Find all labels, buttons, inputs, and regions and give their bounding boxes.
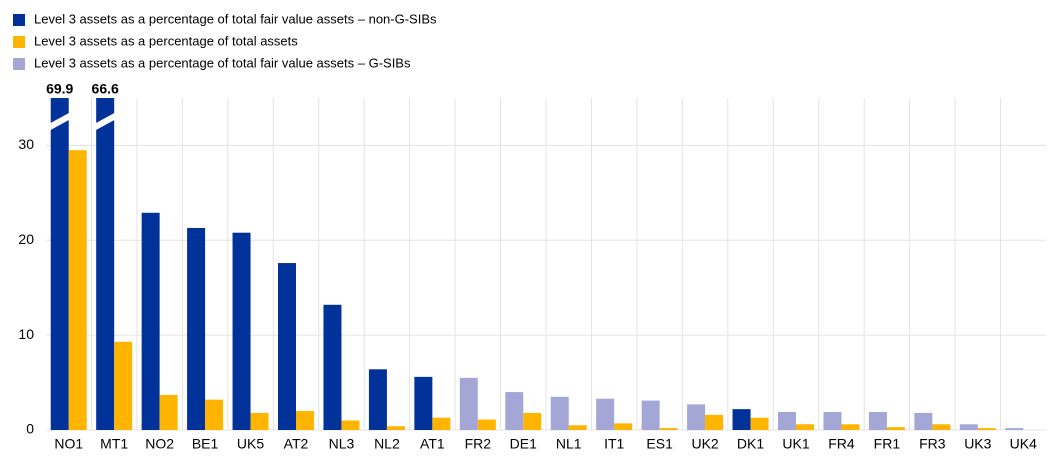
bar bbox=[341, 420, 360, 430]
bar bbox=[868, 411, 887, 430]
bar bbox=[414, 376, 433, 430]
x-tick-label: BE1 bbox=[192, 436, 219, 452]
x-tick-label: UK3 bbox=[964, 436, 991, 452]
bar bbox=[159, 394, 178, 430]
x-tick-label: AT1 bbox=[420, 436, 445, 452]
bar bbox=[959, 424, 978, 430]
x-tick-label: FR3 bbox=[919, 436, 946, 452]
x-tick-label: UK1 bbox=[782, 436, 809, 452]
bar bbox=[568, 425, 587, 430]
x-tick-label: ES1 bbox=[646, 436, 673, 452]
x-tick-label: AT2 bbox=[284, 436, 309, 452]
x-tick-label: FR2 bbox=[465, 436, 492, 452]
legend-label: Level 3 assets as a percentage of total … bbox=[34, 55, 411, 70]
bar bbox=[914, 412, 933, 430]
x-tick-label: NL1 bbox=[556, 436, 582, 452]
bar bbox=[778, 411, 796, 430]
x-tick-label: UK2 bbox=[691, 436, 718, 452]
bar bbox=[614, 423, 633, 430]
x-tick-label: NO1 bbox=[54, 436, 83, 452]
bar bbox=[1005, 428, 1024, 430]
bar bbox=[141, 212, 160, 430]
bar bbox=[296, 411, 314, 430]
x-tick-label: MT1 bbox=[100, 436, 128, 452]
bar bbox=[977, 428, 996, 430]
y-tick-label: 0 bbox=[26, 421, 34, 437]
bar bbox=[932, 424, 951, 430]
bar bbox=[641, 400, 660, 430]
legend-swatch bbox=[13, 14, 25, 26]
bar bbox=[96, 98, 115, 430]
legend-label: Level 3 assets as a percentage of total … bbox=[34, 33, 298, 48]
bar bbox=[550, 396, 569, 430]
bar bbox=[796, 424, 814, 430]
bar bbox=[705, 414, 724, 430]
bar bbox=[250, 412, 269, 430]
bar bbox=[659, 428, 678, 430]
x-tick-label: UK4 bbox=[1010, 436, 1037, 452]
bar bbox=[732, 409, 751, 430]
bar bbox=[687, 404, 706, 430]
x-tick-label: FR1 bbox=[874, 436, 901, 452]
bar bbox=[750, 417, 769, 430]
bar bbox=[205, 399, 224, 430]
bar bbox=[477, 419, 496, 430]
legend-label: Level 3 assets as a percentage of total … bbox=[34, 11, 437, 26]
y-tick-label: 20 bbox=[18, 231, 34, 247]
bar bbox=[114, 341, 133, 430]
axis-break bbox=[48, 112, 71, 131]
bar bbox=[459, 377, 478, 430]
bar bbox=[505, 392, 524, 430]
x-tick-label: FR4 bbox=[828, 436, 855, 452]
legend-swatch bbox=[13, 36, 25, 48]
x-tick-label: DK1 bbox=[737, 436, 764, 452]
x-tick-label: IT1 bbox=[604, 436, 624, 452]
bar bbox=[386, 426, 405, 430]
bar bbox=[886, 427, 905, 430]
x-tick-label: NL2 bbox=[374, 436, 400, 452]
x-tick-label: NO2 bbox=[145, 436, 174, 452]
bar bbox=[68, 150, 87, 430]
bar bbox=[841, 424, 860, 430]
data-label: 69.9 bbox=[46, 81, 73, 97]
bar bbox=[432, 417, 451, 430]
bar bbox=[187, 227, 206, 430]
y-tick-label: 30 bbox=[18, 136, 34, 152]
bar bbox=[523, 412, 542, 430]
legend-swatch bbox=[13, 58, 25, 70]
bar bbox=[50, 98, 69, 430]
x-tick-label: NL3 bbox=[329, 436, 355, 452]
axis-break bbox=[94, 112, 117, 131]
x-tick-label: DE1 bbox=[510, 436, 537, 452]
bar bbox=[368, 369, 387, 430]
data-label: 66.6 bbox=[92, 81, 119, 97]
bar bbox=[232, 232, 251, 430]
bar bbox=[596, 398, 615, 430]
bar bbox=[323, 304, 342, 430]
x-tick-label: UK5 bbox=[237, 436, 264, 452]
bar bbox=[823, 411, 842, 430]
y-tick-label: 10 bbox=[18, 326, 34, 342]
bar bbox=[278, 263, 296, 430]
